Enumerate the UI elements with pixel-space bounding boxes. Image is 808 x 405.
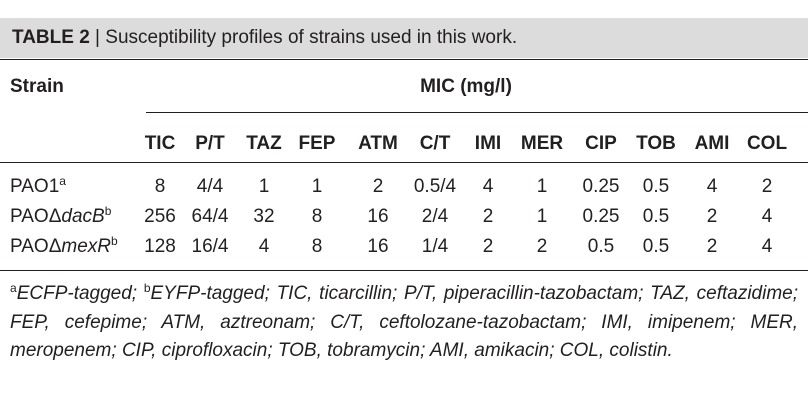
column-header: AMI — [694, 133, 730, 154]
column-header: TAZ — [246, 133, 282, 154]
strain-name: PAO1a — [10, 174, 66, 198]
strain-prefix: PAOΔ — [10, 236, 62, 257]
table-cell: 2 — [372, 176, 384, 197]
strain-header: Strain — [10, 76, 64, 97]
column-header: IMI — [474, 133, 502, 154]
strain-name: PAOΔmexRb — [10, 234, 118, 258]
table-cell: 8 — [311, 206, 323, 227]
table-cell: 2 — [706, 206, 718, 227]
strain-gene: dacB — [61, 206, 105, 227]
column-header: P/T — [195, 133, 225, 154]
table-cell: 1 — [258, 176, 270, 197]
table-cell: 4 — [482, 176, 494, 197]
caption-separator: | — [95, 27, 100, 48]
table-cell: 2 — [536, 236, 548, 257]
table-cell: 2 — [482, 206, 494, 227]
table-number: TABLE 2 — [12, 27, 90, 48]
table-cell: 4/4 — [196, 176, 224, 197]
table-cell: 0.25 — [582, 206, 620, 227]
table-cell: 1 — [536, 206, 548, 227]
strain-name: PAOΔdacBb — [10, 204, 112, 228]
table-cell: 1/4 — [421, 236, 449, 257]
footnote-marker-a: a — [10, 281, 17, 295]
table-cell: 256 — [144, 206, 176, 227]
table-cell: 0.5/4 — [413, 176, 457, 197]
table-footnote: aECFP-tagged; bEYFP-tagged; TIC, ticarci… — [10, 280, 798, 365]
table-cell: 0.5 — [587, 236, 615, 257]
column-header: C/T — [419, 133, 451, 154]
mic-group-header: MIC (mg/l) — [420, 76, 512, 97]
column-header: ATM — [358, 133, 398, 154]
group-header-rule — [146, 112, 808, 113]
footnote-text-b: EYFP-tagged; TIC, ticarcillin; P/T, pipe… — [10, 283, 799, 361]
table-cell: 32 — [253, 206, 275, 227]
footnote-text-a: ECFP-tagged; — [16, 283, 144, 304]
column-header: COL — [746, 133, 788, 154]
column-header: CIP — [585, 133, 617, 154]
strain-prefix: PAO1 — [10, 176, 60, 197]
table-cell: 2 — [706, 236, 718, 257]
strain-gene: mexR — [61, 236, 112, 257]
table-cell: 16 — [367, 236, 389, 257]
table-cell: 0.5 — [642, 206, 670, 227]
table-cell: 4 — [706, 176, 718, 197]
table-cell: 128 — [144, 236, 176, 257]
table-cell: 16/4 — [191, 236, 229, 257]
table-cell: 1 — [311, 176, 323, 197]
table-cell: 2 — [761, 176, 773, 197]
strain-superscript: b — [104, 204, 112, 218]
strain-prefix: PAOΔ — [10, 206, 62, 227]
table-cell: 4 — [258, 236, 270, 257]
column-header: TIC — [144, 133, 176, 154]
strain-superscript: a — [59, 174, 66, 188]
table-cell: 2 — [482, 236, 494, 257]
table-cell: 0.5 — [642, 236, 670, 257]
strain-superscript: b — [111, 234, 118, 248]
table-cell: 0.25 — [582, 176, 620, 197]
table-cell: 2/4 — [421, 206, 449, 227]
table-cell: 4 — [761, 236, 773, 257]
column-header: TOB — [636, 133, 676, 154]
column-header: FEP — [298, 133, 336, 154]
table-cell: 8 — [154, 176, 166, 197]
caption-rule — [0, 59, 808, 60]
table-caption: TABLE 2 | Susceptibility profiles of str… — [12, 27, 517, 49]
column-header: MER — [520, 133, 564, 154]
table-cell: 4 — [761, 206, 773, 227]
footnote-marker-b: b — [143, 281, 151, 295]
table-cell: 64/4 — [191, 206, 229, 227]
caption-text: Susceptibility profiles of strains used … — [105, 27, 518, 48]
table-cell: 16 — [367, 206, 389, 227]
table-bottom-rule — [0, 270, 808, 271]
table-cell: 1 — [536, 176, 548, 197]
caption-bar — [0, 18, 808, 58]
table-cell: 8 — [311, 236, 323, 257]
header-rule — [0, 162, 808, 163]
table-cell: 0.5 — [642, 176, 670, 197]
